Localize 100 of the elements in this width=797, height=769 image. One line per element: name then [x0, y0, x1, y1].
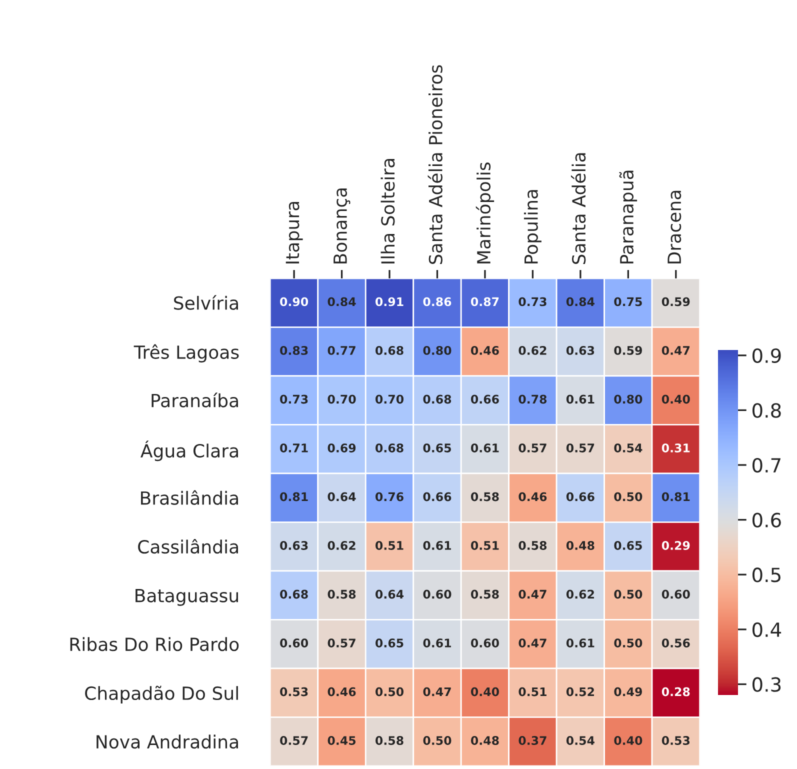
data-label: 0.56: [662, 638, 690, 648]
data-label: 0.46: [328, 687, 356, 696]
data-label: 0.90: [280, 297, 308, 306]
data-label: 0.73: [280, 394, 308, 404]
data-label: 0.65: [423, 444, 451, 452]
data-label: 0.80: [614, 394, 642, 404]
data-label: 0.65: [376, 638, 404, 648]
data-label: 0.50: [614, 638, 642, 648]
data-label: 0.29: [662, 541, 690, 550]
data-label: 0.84: [566, 297, 594, 306]
x-tick-label: Santa Adélia Pioneiros: [428, 65, 442, 264]
data-label: 0.45: [328, 736, 356, 745]
data-label: 0.53: [280, 687, 308, 696]
data-label: 0.61: [566, 638, 594, 648]
data-label: 0.57: [566, 444, 594, 452]
data-label: 0.40: [470, 687, 499, 696]
data-label: 0.66: [470, 394, 499, 404]
y-tick-label: Selvíria: [174, 295, 238, 310]
y-tick-label: Três Lagoas: [134, 344, 239, 362]
data-label: 0.65: [614, 541, 642, 550]
data-label: 0.50: [614, 590, 642, 599]
x-tick-label: Bonança: [334, 188, 350, 264]
color-bar-label: 0.7: [752, 458, 780, 473]
x-tick-label: Populina: [524, 190, 542, 264]
x-tick-label: Paranapuã: [619, 170, 638, 264]
data-label: 0.59: [614, 346, 642, 355]
y-tick-label: Água Clara: [140, 440, 238, 462]
data-label: 0.61: [423, 541, 451, 550]
data-label: 0.63: [566, 346, 594, 355]
data-label: 0.37: [518, 736, 546, 745]
data-label: 0.40: [614, 736, 642, 745]
data-label: 0.54: [566, 736, 594, 745]
data-label: 0.81: [280, 492, 308, 502]
data-label: 0.75: [614, 297, 642, 306]
data-label: 0.91: [376, 297, 404, 306]
data-label: 0.58: [518, 541, 547, 550]
color-bar-label: 0.3: [752, 677, 781, 692]
data-label: 0.78: [518, 394, 547, 404]
data-label: 0.60: [280, 638, 308, 648]
data-label: 0.83: [280, 346, 308, 355]
data-label: 0.57: [328, 638, 356, 648]
data-label: 0.81: [662, 492, 690, 502]
color-bar-label: 0.8: [752, 403, 781, 418]
color-bar-label: 0.6: [752, 512, 781, 528]
data-label: 0.47: [662, 346, 690, 355]
y-tick-label: Chapadão Do Sul: [85, 686, 238, 704]
data-label: 0.31: [662, 444, 690, 452]
data-label: 0.47: [518, 638, 546, 648]
y-tick-label: Nova Andradina: [96, 734, 238, 749]
data-label: 0.59: [662, 297, 690, 306]
data-label: 0.86: [423, 297, 452, 306]
y-tick-label: Paranaíba: [152, 392, 238, 408]
x-tick-label: Santa Adélia: [570, 153, 586, 264]
data-label: 0.57: [280, 736, 308, 745]
data-label: 0.60: [662, 590, 690, 599]
data-label: 0.50: [614, 492, 642, 502]
x-tick-label: Itapura: [286, 202, 303, 264]
data-label: 0.52: [566, 687, 594, 696]
data-label: 0.66: [566, 492, 594, 502]
data-label: 0.70: [376, 394, 404, 404]
y-tick-label: Ribas Do Rio Pardo: [70, 637, 239, 652]
data-label: 0.63: [280, 541, 308, 550]
data-label: 0.62: [566, 590, 594, 599]
y-tick-label: Bataguassu: [136, 588, 238, 606]
data-label: 0.71: [280, 444, 308, 452]
y-tick-label: Cassilândia: [138, 538, 238, 554]
data-label: 0.77: [328, 346, 356, 355]
data-label: 0.58: [470, 590, 499, 599]
data-label: 0.60: [423, 590, 452, 599]
x-tick-label: Dracena: [668, 190, 682, 264]
data-label: 0.64: [328, 492, 356, 502]
color-bar-label: 0.4: [752, 622, 782, 638]
x-tick-label: Marinópolis: [476, 162, 494, 264]
data-label: 0.70: [328, 394, 356, 404]
data-label: 0.80: [423, 346, 452, 355]
data-label: 0.73: [518, 297, 546, 306]
data-label: 0.69: [328, 444, 356, 452]
data-label: 0.51: [376, 541, 404, 550]
data-label: 0.46: [518, 492, 547, 502]
color-bar-label: 0.5: [752, 568, 780, 582]
data-label: 0.51: [470, 541, 499, 550]
data-label: 0.50: [423, 736, 452, 745]
data-label: 0.40: [662, 394, 690, 404]
data-label: 0.60: [470, 638, 499, 648]
data-label: 0.76: [376, 492, 404, 502]
color-bar-label: 0.9: [752, 348, 781, 364]
data-label: 0.61: [470, 444, 499, 452]
data-label: 0.54: [614, 444, 642, 452]
data-label: 0.62: [328, 541, 356, 550]
data-label: 0.68: [423, 394, 452, 404]
x-tick-label: Ilha Solteira: [380, 159, 395, 264]
data-label: 0.62: [518, 346, 546, 355]
data-label: 0.58: [470, 492, 499, 502]
data-label: 0.68: [376, 346, 404, 355]
y-tick-label: Brasilândia: [141, 490, 238, 505]
data-label: 0.87: [470, 297, 499, 306]
data-label: 0.48: [566, 541, 594, 550]
data-label: 0.61: [566, 394, 594, 404]
data-label: 0.46: [470, 346, 499, 355]
data-label: 0.57: [518, 444, 546, 452]
